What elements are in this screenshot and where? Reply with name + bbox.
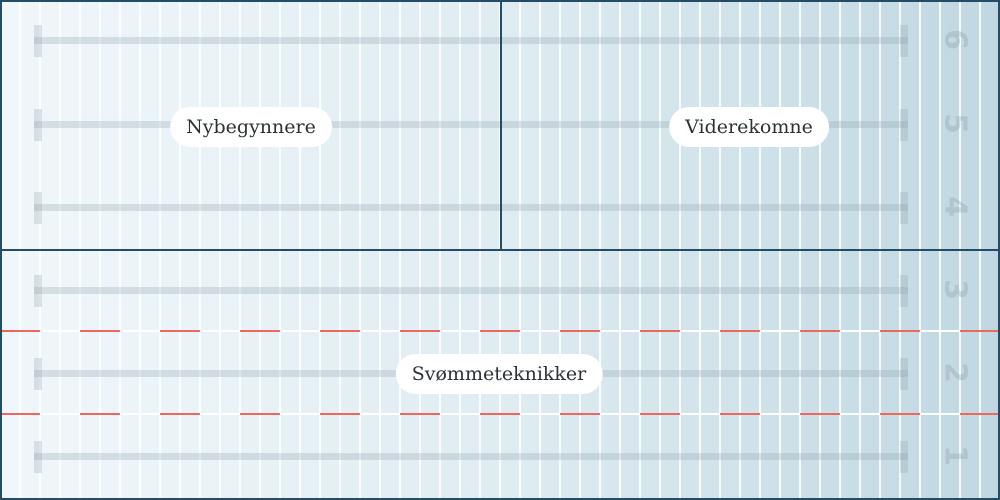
lane-rope xyxy=(0,330,1000,332)
lane-line xyxy=(34,275,908,307)
lane-line xyxy=(34,109,908,141)
zone-label: Svømmeteknikker xyxy=(395,354,603,394)
lane-rope xyxy=(0,413,1000,415)
lane-line xyxy=(34,441,908,473)
zone-svommeteknikker[interactable] xyxy=(0,249,1000,500)
zone-label: Nybegynnere xyxy=(170,107,332,147)
lane-line xyxy=(34,25,908,57)
lane-line xyxy=(34,192,908,224)
zone-label: Viderekomne xyxy=(669,107,829,147)
